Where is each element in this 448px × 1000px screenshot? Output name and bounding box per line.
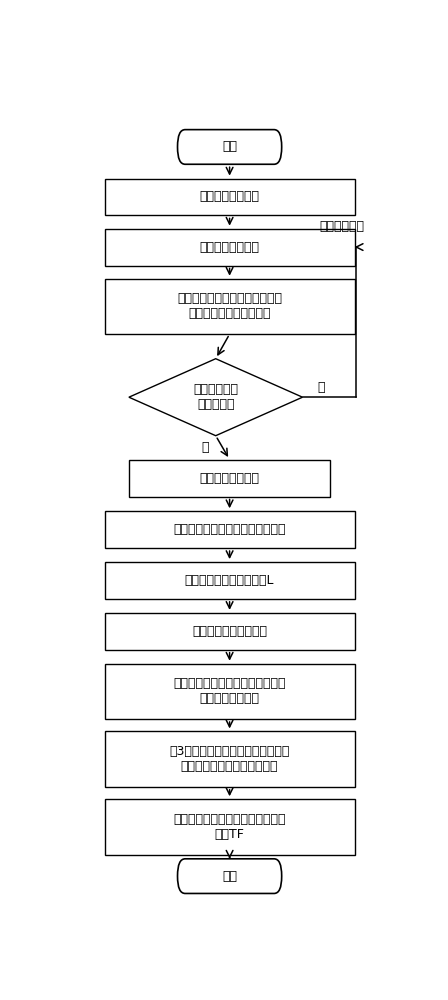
Text: 选取拟合曲线上任意点，通过公式
计算TF: 选取拟合曲线上任意点，通过公式 计算TF <box>173 813 286 841</box>
Polygon shape <box>129 359 302 436</box>
Bar <box>105 511 355 548</box>
Bar <box>105 562 355 599</box>
Text: 仿真计算收发链路模型: 仿真计算收发链路模型 <box>192 625 267 638</box>
Bar <box>105 613 355 650</box>
Bar <box>105 731 355 787</box>
Text: 是: 是 <box>202 441 209 454</box>
Text: 开始: 开始 <box>222 140 237 153</box>
Text: 将3次计算获得的端口接收功率值和
电场平均值以最小二乘法拟合: 将3次计算获得的端口接收功率值和 电场平均值以最小二乘法拟合 <box>169 745 290 773</box>
FancyBboxPatch shape <box>177 130 282 164</box>
Bar <box>105 279 355 334</box>
Bar <box>105 179 355 215</box>
Text: 否: 否 <box>318 381 325 394</box>
Text: 设置收发天线口面间距离L: 设置收发天线口面间距离L <box>185 574 274 587</box>
Bar <box>105 799 355 855</box>
Text: 建立测量天线模型: 建立测量天线模型 <box>200 241 259 254</box>
Text: 是否满足技术
指标要求？: 是否满足技术 指标要求？ <box>193 383 238 411</box>
Text: 根据测量天线模型，仿真计算天
线的驻波比和辐射方向图: 根据测量天线模型，仿真计算天 线的驻波比和辐射方向图 <box>177 292 282 320</box>
Bar <box>105 229 355 266</box>
FancyBboxPatch shape <box>177 859 282 893</box>
Bar <box>105 664 355 719</box>
Text: 建立测量天线结构包络的电场探针: 建立测量天线结构包络的电场探针 <box>173 523 286 536</box>
Text: 构建收发链路模型: 构建收发链路模型 <box>200 472 259 485</box>
Text: 调整天线模型: 调整天线模型 <box>320 220 365 233</box>
Text: 结束: 结束 <box>222 870 237 883</box>
Text: 建立喇叭天线模型: 建立喇叭天线模型 <box>200 190 259 204</box>
Bar <box>129 460 330 497</box>
Text: 获取测量天线端口接收功率和结构
包络的电场平均值: 获取测量天线端口接收功率和结构 包络的电场平均值 <box>173 677 286 705</box>
